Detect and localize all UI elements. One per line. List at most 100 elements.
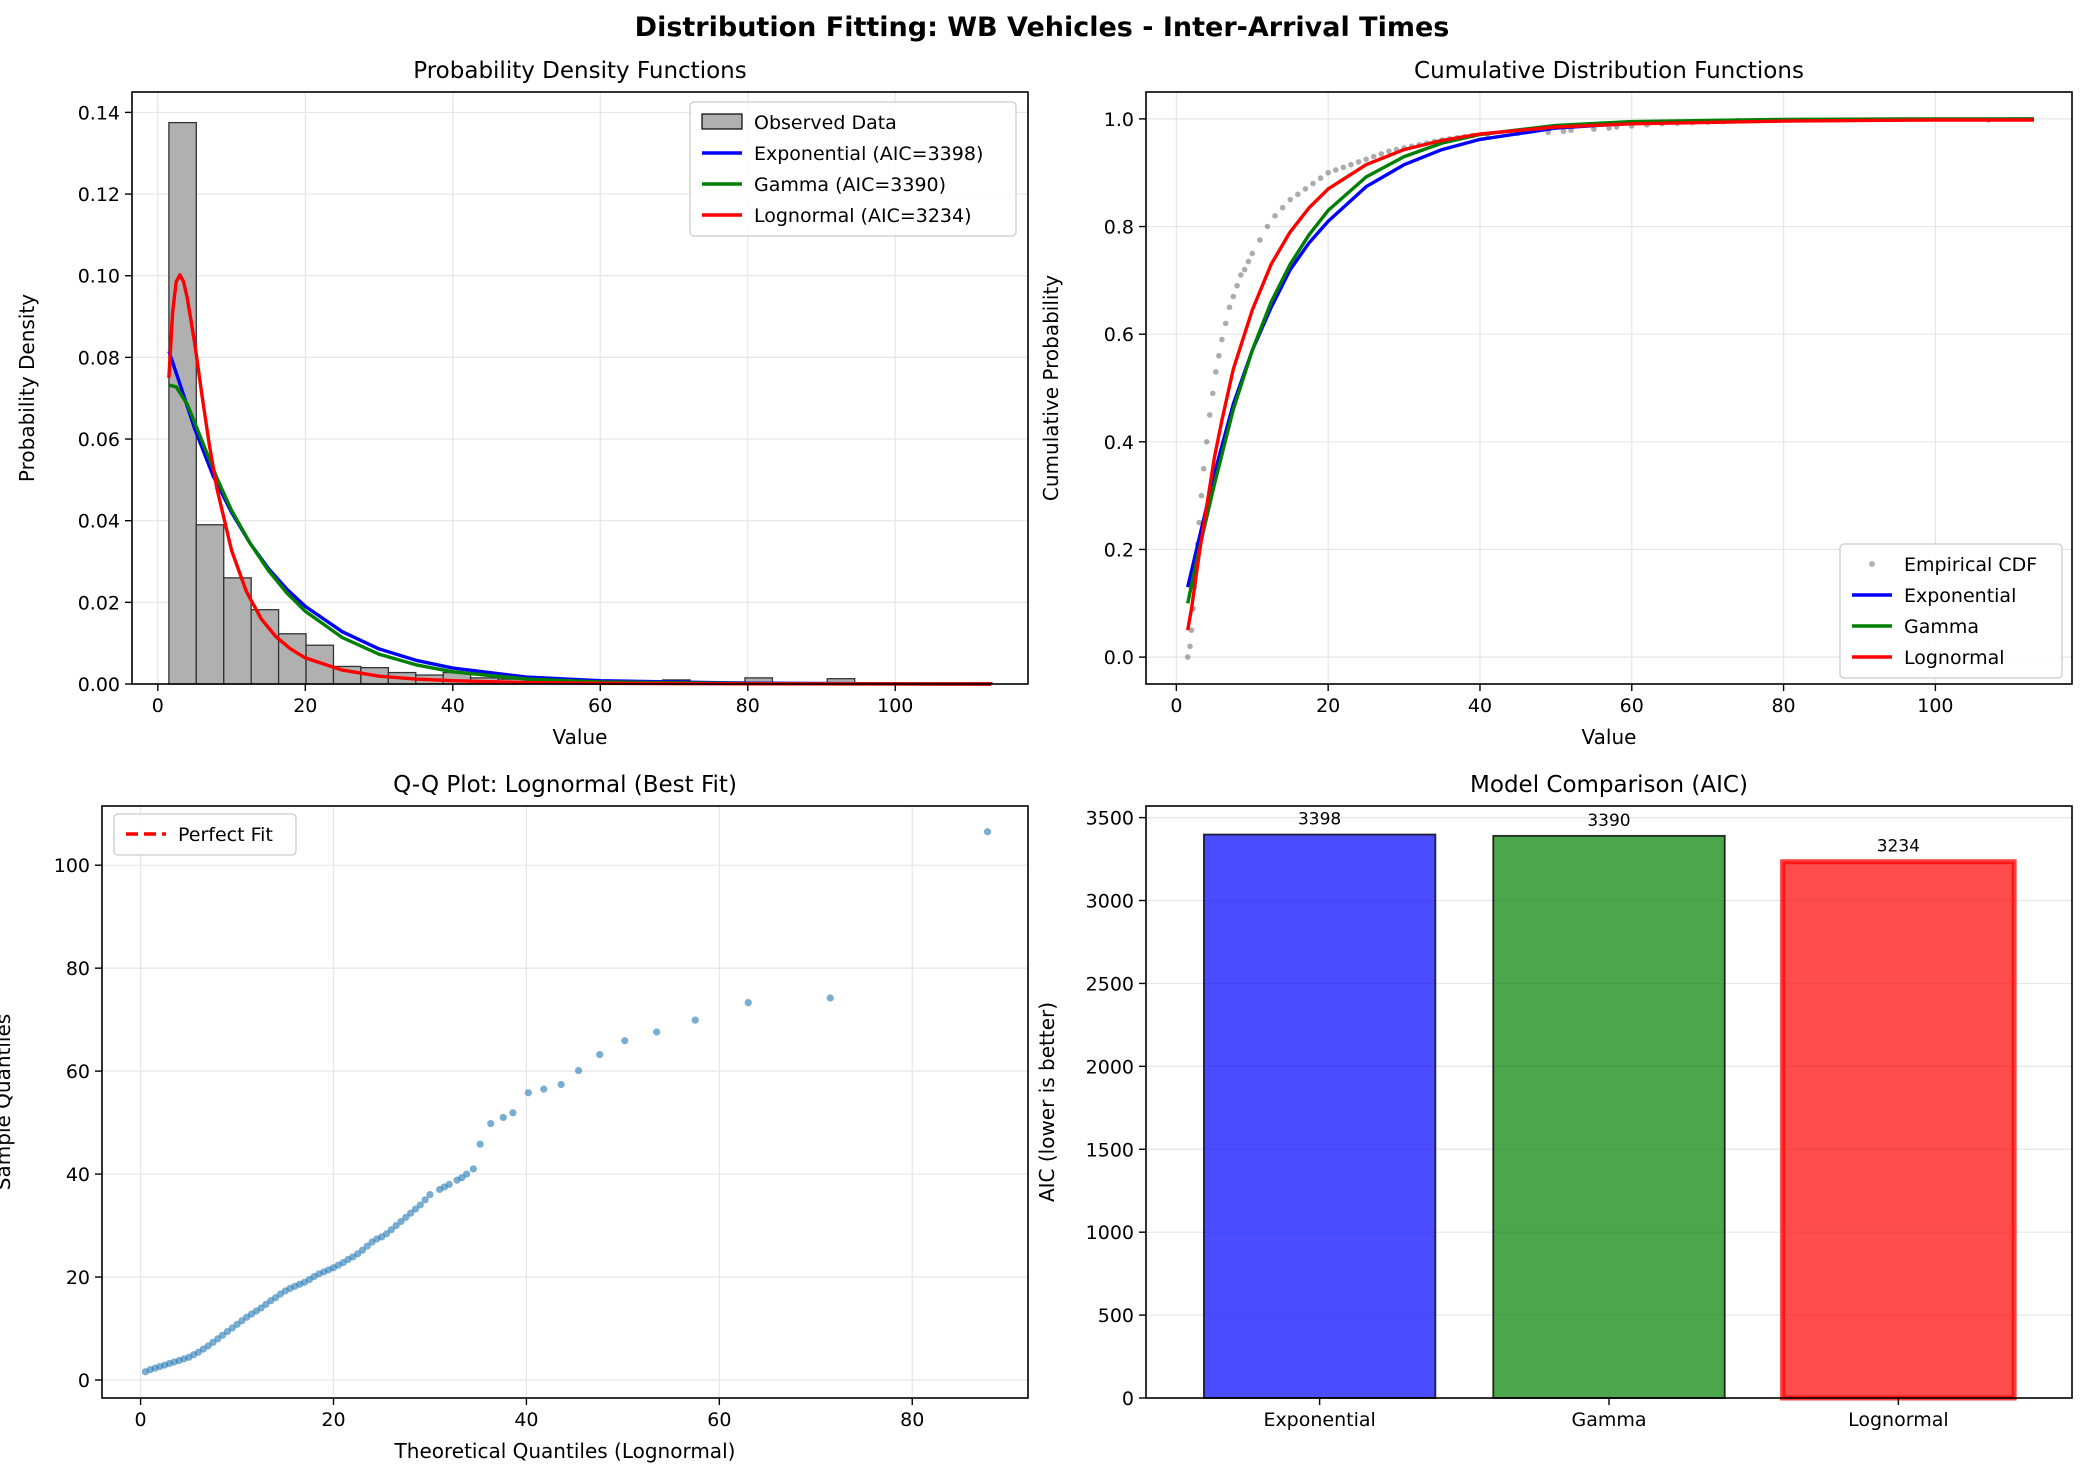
empirical-cdf-point (1206, 412, 1213, 418)
empirical-cdf-point (1355, 159, 1362, 165)
cdf-y-tick-label: 0.4 (1104, 432, 1134, 454)
lognormal-pdf-line (167, 273, 992, 686)
qq-x-tick-label: 80 (900, 1409, 924, 1431)
qq-point (487, 1120, 495, 1128)
qq-point (621, 1037, 629, 1045)
aic-axes-frame (1145, 805, 2073, 1399)
pdf-y-tick-label: 0.06 (78, 429, 120, 451)
qq-point (397, 1217, 405, 1226)
pdf-legend-label: Exponential (AIC=3398) (754, 143, 983, 165)
qq-point (426, 1191, 434, 1199)
qq-title: Q-Q Plot: Lognormal (Best Fit) (393, 772, 737, 798)
qq-point (363, 1242, 371, 1250)
aic-bar-value-label: 3398 (1298, 810, 1341, 830)
cdf-x-tick-label: 80 (1771, 695, 1795, 717)
cdf-y-tick-label: 0.0 (1104, 647, 1134, 669)
pdf-y-tick-label: 0.02 (78, 592, 120, 614)
qq-point (387, 1226, 395, 1234)
aic-category-label: Exponential (1263, 1409, 1375, 1431)
qq-y-tick-label: 60 (66, 1061, 90, 1083)
empirical-cdf-point (1196, 519, 1202, 526)
empirical-cdf-point (1317, 175, 1324, 181)
qq-point (596, 1051, 604, 1059)
empirical-cdf-point (1200, 465, 1207, 472)
pdf-y-tick-label: 0.04 (78, 511, 120, 533)
pdf-x-tick-label: 20 (293, 695, 317, 717)
aic-y-tick-label: 2000 (1086, 1056, 1134, 1078)
qq-point (983, 828, 992, 836)
aic-bar-lognormal (1780, 859, 2017, 1401)
aic-y-tick-label: 500 (1098, 1305, 1134, 1327)
empirical-cdf-point (1302, 186, 1309, 192)
aic-y-tick-label: 1500 (1086, 1139, 1134, 1161)
cdf-legend-label: Gamma (1904, 616, 1979, 638)
lognormal-cdf-line (1186, 118, 2034, 631)
aic-bar-gamma (1492, 834, 1726, 1399)
qq-point (358, 1246, 367, 1254)
qq-legend-label: Perfect Fit (178, 824, 273, 846)
aic-category-label: Gamma (1571, 1409, 1646, 1431)
cdf-legend-swatch (1869, 561, 1875, 567)
qq-plot-panel: 0 20 40 60 80 0 20 40 60 80 100 Q-Q Plot: Lognormal… (0, 772, 1029, 1463)
aic-y-tick-label: 3000 (1086, 891, 1134, 913)
qq-x-tick-label: 40 (514, 1409, 538, 1431)
empirical-cdf-point (1378, 151, 1385, 157)
pdf-x-tick-label: 40 (441, 695, 465, 717)
cdf-y-tick-label: 1.0 (1104, 109, 1134, 131)
cdf-y-tick-label: 0.6 (1104, 324, 1134, 346)
empirical-cdf-point (1340, 164, 1347, 171)
qq-point (744, 999, 752, 1007)
qq-y-axis-label: Sample Quantiles (0, 1014, 15, 1190)
qq-y-tick-label: 100 (54, 855, 90, 877)
cdf-x-tick-label: 40 (1468, 695, 1492, 717)
empirical-cdf-point (1213, 369, 1219, 375)
empirical-cdf-point (1272, 212, 1278, 219)
empirical-cdf-point (1234, 282, 1240, 289)
figure-suptitle: Distribution Fitting: WB Vehicles - Inte… (635, 12, 1450, 43)
empirical-cdf-point (1226, 304, 1233, 311)
cdf-x-tick-label: 60 (1620, 695, 1644, 717)
histogram-bar (168, 121, 197, 685)
qq-point (557, 1080, 565, 1089)
empirical-cdf-point (1184, 654, 1191, 660)
pdf-x-tick-label: 0 (152, 695, 164, 717)
cdf-y-tick-label: 0.2 (1104, 539, 1134, 561)
qq-point (499, 1113, 507, 1122)
pdf-y-tick-label: 0.14 (78, 102, 120, 124)
qq-y-tick-label: 80 (66, 958, 90, 980)
qq-point (524, 1089, 532, 1097)
pdf-y-tick-label: 0.10 (78, 266, 120, 288)
empirical-cdf-point (1222, 320, 1229, 327)
cdf-panel: 0 20 40 60 80 100 0.0 0.2 0.4 0.6 0.8 1.0 Cumulative… (1039, 58, 2073, 749)
empirical-cdf-point (1198, 492, 1205, 499)
aic-y-tick-label: 3500 (1086, 808, 1134, 830)
qq-point (416, 1201, 424, 1209)
empirical-cdf-point (1230, 293, 1237, 300)
qq-point (653, 1028, 661, 1036)
empirical-cdf-point (1203, 439, 1210, 445)
empirical-cdf-point (1370, 153, 1377, 160)
qq-point (445, 1180, 453, 1188)
qq-point (392, 1221, 400, 1230)
qq-point (407, 1209, 415, 1217)
cdf-y-tick-label: 0.8 (1104, 217, 1134, 239)
empirical-cdf-point (1363, 156, 1369, 163)
empirical-cdf-point (1257, 237, 1263, 243)
qq-legend (113, 813, 297, 856)
aic-category-label: Lognormal (1848, 1409, 1949, 1431)
pdf-legend-swatch (701, 113, 743, 130)
empirical-cdf-point (1187, 643, 1193, 650)
qq-x-tick-label: 0 (135, 1409, 147, 1431)
pdf-legend-label: Gamma (AIC=3390) (754, 174, 946, 196)
qq-axes-frame (101, 805, 1029, 1399)
aic-y-tick-label: 1000 (1086, 1222, 1134, 1244)
empirical-cdf-point (1287, 196, 1294, 203)
aic-bar-value-label: 3234 (1877, 837, 1920, 857)
aic-comparison-panel: 3398 Exponential 3390 Gamma 3234 Lognormal 0 50… (1035, 772, 2073, 1431)
empirical-cdf-point (1279, 204, 1286, 211)
empirical-cdf-point (1264, 223, 1271, 230)
qq-point (382, 1230, 391, 1238)
qq-point (691, 1016, 699, 1024)
